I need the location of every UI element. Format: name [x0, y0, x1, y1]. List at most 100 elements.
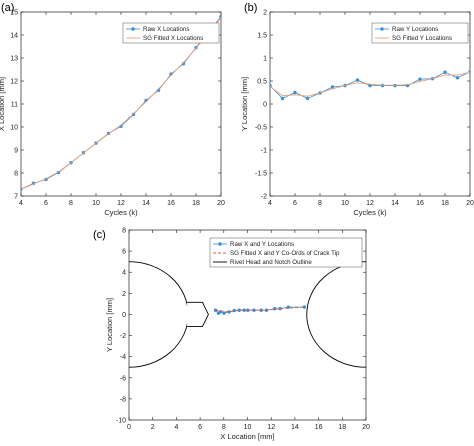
panel-a: (a) 4 6 8 10 12 14 16 18 20 7 8 9 10 11 12 13 14 15 Cycles … — [0, 2, 225, 217]
x-tick-label: 4 — [268, 200, 272, 207]
legend-box — [122, 22, 220, 44]
x-tick-label: 12 — [366, 200, 374, 207]
data-point — [131, 112, 136, 117]
y-tick-label: 15 — [10, 10, 18, 17]
x-tick-label: 16 — [315, 424, 323, 431]
legend-entry: Raw X and Y Locations — [230, 241, 294, 248]
x-axis-label: Cycles (k) — [353, 208, 387, 217]
y-tick-label: 0 — [122, 312, 126, 319]
data-point — [302, 305, 307, 309]
x-tick-label: 4 — [174, 424, 178, 431]
x-tick-label: 10 — [92, 200, 100, 207]
legend-entry: SG Fitted Y Locations — [392, 35, 452, 42]
x-tick-label: 0 — [127, 424, 131, 431]
data-point — [455, 76, 460, 80]
data-point — [242, 308, 246, 312]
legend-box — [371, 22, 469, 44]
x-tick-label: 20 — [217, 200, 225, 207]
y-tick-label: 8 — [122, 228, 126, 235]
y-tick-label: 7 — [14, 194, 18, 201]
panel-label: (a) — [1, 2, 14, 14]
data-point — [227, 310, 231, 314]
data-point — [443, 70, 447, 74]
y-tick-label: -1 — [261, 148, 267, 155]
legend-entry: Raw X Locations — [143, 26, 189, 33]
x-tick-label: 8 — [318, 200, 322, 207]
series-line-fitted — [270, 71, 470, 97]
notch-outline — [187, 301, 209, 328]
x-tick-label: 18 — [338, 424, 346, 431]
y-tick-label: 2 — [263, 10, 267, 17]
data-point — [278, 306, 282, 311]
legend-entry: Rivet Head and Notch Outline — [230, 259, 312, 266]
x-axis-label: X Location [mm] — [220, 432, 274, 441]
y-tick-label: -1.5 — [255, 171, 267, 178]
data-point — [305, 96, 310, 101]
rivet-head-right — [306, 261, 366, 368]
x-tick-label: 16 — [167, 200, 175, 207]
data-point — [468, 70, 470, 74]
x-tick-label: 10 — [244, 424, 252, 431]
x-tick-label: 18 — [441, 200, 449, 207]
y-tick-label: -8 — [120, 396, 126, 403]
y-tick-label: 6 — [122, 249, 126, 256]
x-tick-label: 10 — [341, 200, 349, 207]
data-point — [293, 90, 297, 95]
data-point — [222, 311, 226, 315]
y-tick-label: 9 — [14, 148, 18, 155]
data-point — [280, 96, 285, 101]
x-tick-label: 18 — [192, 200, 200, 207]
x-tick-label: 6 — [198, 424, 202, 431]
data-point — [380, 83, 385, 88]
y-tick-label: -4 — [120, 354, 126, 361]
series-group — [129, 261, 366, 368]
legend-marker — [131, 27, 135, 31]
x-tick-label: 16 — [416, 200, 424, 207]
y-tick-label: -6 — [120, 375, 126, 382]
y-axis-label: Y Location [mm] — [105, 298, 114, 352]
series-line-fitted — [21, 17, 221, 190]
legend-entry: SG Fitted X and Y Co-Ords of Crack Tip — [230, 250, 340, 257]
y-tick-label: 11 — [11, 102, 18, 109]
panel-b: (b) 4 6 8 10 12 14 16 18 20 -2 -1.5 -1 -0.5 0 0.5 1 1.5 2 C… — [240, 2, 474, 217]
x-tick-label: 8 — [69, 200, 73, 207]
y-axis-label: Y Location [mm] — [240, 77, 249, 131]
series-group — [21, 14, 221, 191]
series-group — [270, 70, 470, 101]
legend-marker — [380, 27, 384, 31]
y-tick-label: 8 — [14, 171, 18, 178]
x-tick-label: 12 — [117, 200, 125, 207]
data-point — [418, 77, 422, 81]
y-tick-label: 0.5 — [257, 79, 267, 86]
y-tick-label: 12 — [10, 79, 18, 86]
x-tick-label: 14 — [142, 200, 150, 207]
x-tick-label: 2 — [151, 424, 155, 431]
x-tick-label: 4 — [19, 200, 23, 207]
y-tick-label: 14 — [10, 33, 18, 40]
x-tick-label: 8 — [222, 424, 226, 431]
data-point — [219, 14, 221, 19]
legend-entry: SG Fitted X Locations — [143, 35, 203, 42]
y-tick-label: -2 — [120, 333, 126, 340]
data-point — [368, 83, 372, 88]
data-point — [218, 310, 223, 314]
y-tick-label: -10 — [116, 418, 126, 425]
legend-marker — [218, 242, 222, 246]
legend-entry: Raw Y Locations — [392, 26, 438, 33]
data-point — [330, 85, 335, 89]
x-tick-label: 20 — [362, 424, 370, 431]
data-point — [355, 78, 360, 82]
x-axis-label: Cycles (k) — [104, 208, 138, 217]
y-tick-label: 10 — [10, 125, 18, 132]
x-tick-label: 6 — [293, 200, 297, 207]
y-axis-label: X Location [mm] — [0, 77, 6, 131]
panel-label: (b) — [244, 2, 257, 14]
x-tick-label: 14 — [391, 200, 399, 207]
panel-label: (c) — [93, 229, 106, 241]
x-tick-label: 20 — [466, 200, 474, 207]
legend-box — [209, 237, 363, 268]
data-point — [273, 307, 277, 311]
y-tick-label: 2 — [122, 291, 126, 298]
